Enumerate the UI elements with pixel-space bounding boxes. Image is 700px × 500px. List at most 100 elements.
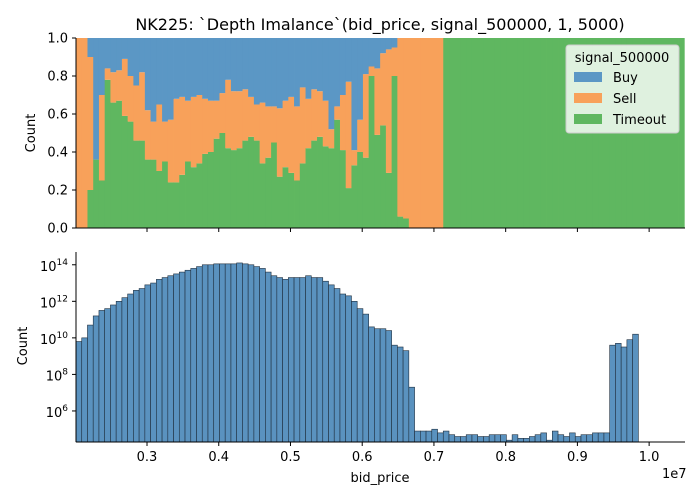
- bar-buy: [328, 38, 335, 130]
- bar-timeout: [110, 102, 117, 228]
- hist-bar: [517, 438, 524, 443]
- bar-sell: [196, 95, 203, 164]
- bar-sell: [81, 38, 88, 228]
- bar-sell: [311, 89, 318, 141]
- hist-bar: [540, 432, 547, 443]
- bar-sell: [116, 70, 123, 101]
- hist-bar: [299, 277, 306, 443]
- bar-buy: [322, 38, 329, 101]
- hist-bar: [173, 273, 180, 443]
- bar-timeout: [563, 38, 570, 228]
- bar-timeout: [276, 176, 283, 228]
- bar-timeout: [288, 172, 295, 228]
- bar-buy: [236, 38, 243, 92]
- hist-bar: [98, 310, 105, 443]
- bar-sell: [219, 93, 226, 133]
- bar-sell: [357, 119, 364, 152]
- chart-title: NK225: `Depth Imalance`(bid_price, signa…: [135, 15, 624, 35]
- bar-buy: [98, 38, 106, 95]
- bar-buy: [357, 38, 364, 120]
- bar-buy: [334, 38, 341, 107]
- bar-sell: [259, 102, 266, 164]
- hist-bar: [379, 328, 387, 443]
- bar-timeout: [98, 180, 106, 228]
- bottom-x-tick-label: 0.3: [137, 450, 158, 465]
- bar-buy: [294, 38, 301, 107]
- bottom-y-tick-label: 108: [46, 367, 69, 384]
- hist-bar: [626, 339, 633, 443]
- bottom-x-tick-label: 0.5: [280, 450, 301, 465]
- bar-sell: [150, 121, 157, 160]
- hist-bar: [138, 288, 146, 443]
- top-axes: 0.0 0.2 0.4 0.6 0.8 1.0: [47, 32, 685, 237]
- bar-sell: [408, 38, 415, 228]
- hist-bar: [500, 434, 507, 443]
- hist-bar: [282, 279, 289, 443]
- hist-bar: [196, 266, 203, 443]
- bar-buy: [196, 38, 203, 95]
- legend-swatch-sell: [574, 93, 602, 103]
- bar-buy: [345, 38, 352, 82]
- bar-timeout: [185, 161, 192, 228]
- bar-buy: [190, 38, 197, 97]
- bar-timeout: [466, 38, 473, 228]
- bar-timeout: [449, 38, 456, 228]
- bar-timeout: [357, 152, 364, 228]
- bar-timeout: [500, 38, 507, 228]
- hist-bar: [247, 264, 255, 443]
- bar-timeout: [265, 157, 272, 228]
- bar-buy: [271, 38, 278, 107]
- bar-sell: [334, 106, 341, 120]
- bar-sell: [299, 87, 306, 164]
- hist-bar: [471, 434, 478, 443]
- bar-buy: [259, 38, 266, 103]
- legend-title: signal_500000: [575, 51, 670, 66]
- legend: signal_500000 Buy Sell Timeout: [565, 44, 680, 134]
- bar-sell: [288, 96, 295, 173]
- hist-bar: [465, 434, 473, 443]
- hist-bar: [310, 277, 318, 443]
- bar-sell: [104, 68, 111, 80]
- bar-sell: [253, 104, 261, 141]
- bar-buy: [248, 38, 255, 97]
- bar-timeout: [87, 190, 94, 228]
- hist-bar: [87, 324, 94, 443]
- hist-bar: [253, 266, 260, 443]
- bar-timeout: [173, 182, 180, 228]
- bar-buy: [110, 38, 117, 73]
- bar-buy: [127, 38, 134, 76]
- bar-sell: [322, 100, 329, 147]
- bar-buy: [121, 38, 129, 59]
- bar-timeout: [471, 38, 479, 228]
- hist-bar: [483, 436, 490, 443]
- hist-bar: [92, 315, 100, 443]
- bar-sell: [87, 57, 94, 190]
- bar-timeout: [236, 148, 243, 228]
- bar-buy: [385, 38, 393, 50]
- hist-bar: [615, 343, 622, 443]
- bar-buy: [374, 38, 381, 69]
- bar-timeout: [271, 142, 278, 228]
- bar-timeout: [104, 79, 111, 228]
- bottom-axes: 106 108 1010 1012 1014 0.3 0.4 0.5 0.6 0.7 0.8 0.9 1…: [40, 252, 685, 465]
- hist-bar: [316, 277, 324, 443]
- bottom-y-tick-label: 1012: [40, 294, 68, 311]
- hist-bar: [167, 275, 174, 443]
- bar-sell: [282, 100, 289, 168]
- bar-timeout: [144, 159, 152, 228]
- bar-timeout: [489, 38, 496, 228]
- bar-timeout: [167, 182, 174, 228]
- bar-sell: [271, 106, 278, 143]
- bar-timeout: [139, 140, 146, 228]
- bar-buy: [173, 38, 180, 99]
- bar-timeout: [253, 140, 261, 228]
- bar-timeout: [517, 38, 525, 228]
- bar-buy: [150, 38, 157, 122]
- hist-bar: [339, 293, 347, 443]
- bar-timeout: [443, 38, 450, 228]
- bar-sell: [144, 110, 152, 160]
- bar-sell: [294, 106, 301, 181]
- hist-bar: [437, 432, 444, 443]
- hist-bar: [460, 436, 467, 443]
- hist-bar: [265, 271, 272, 443]
